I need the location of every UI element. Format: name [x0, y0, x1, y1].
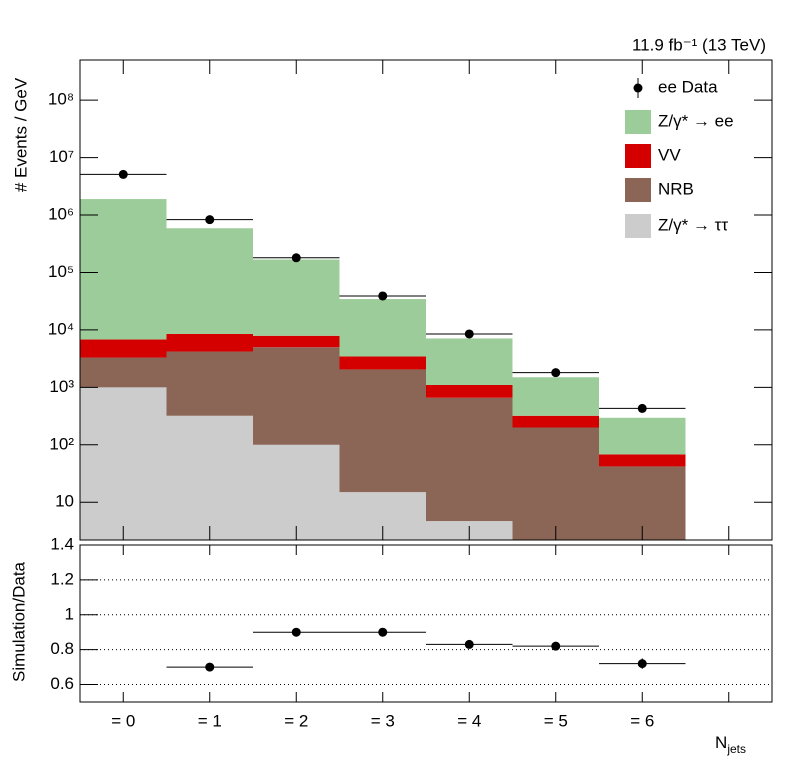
x-tick-label: = 1 [198, 711, 222, 730]
bar-segment [166, 228, 253, 334]
ratio-point [637, 659, 647, 669]
x-tick-label: = 4 [457, 711, 481, 730]
bar-segment [80, 387, 167, 540]
bar-segment [512, 377, 599, 416]
y-tick-label: 10⁷ [49, 147, 74, 166]
y-tick-label: 10² [49, 434, 74, 453]
ratio-point [378, 627, 388, 637]
x-tick-label: = 3 [371, 711, 395, 730]
bar-segment [253, 347, 340, 445]
bar-segment [512, 415, 599, 428]
x-tick-label: = 0 [111, 711, 135, 730]
y-tick-label: 10⁵ [48, 262, 74, 281]
bar-segment [253, 444, 340, 540]
bar-segment [253, 259, 340, 336]
bar-segment [166, 351, 253, 416]
ratio-point [551, 641, 561, 651]
x-label-main: N [715, 733, 727, 752]
data-point [118, 169, 128, 179]
legend-swatch [625, 144, 651, 168]
bar-segment [80, 339, 167, 358]
ratio-y-tick-label: 1.4 [50, 534, 74, 553]
ratio-y-label: Simulation/Data [9, 561, 28, 682]
ratio-point [205, 662, 215, 672]
legend-swatch [625, 214, 651, 238]
bar-segment [512, 427, 599, 540]
bar-segment [339, 299, 426, 357]
legend-label: Z/γ* → ττ [658, 215, 728, 234]
data-point [291, 253, 301, 263]
data-point [378, 291, 388, 301]
ratio-frame [79, 544, 773, 703]
data-point [637, 403, 647, 413]
x-tick-label: = 2 [284, 711, 308, 730]
bar-segment [339, 369, 426, 493]
bar-segment [166, 333, 253, 352]
data-point [551, 368, 561, 378]
ratio-y-tick-label: 1.2 [50, 569, 74, 588]
main-frame [79, 59, 773, 541]
legend-label: NRB [658, 179, 694, 198]
data-point [205, 215, 215, 225]
bar-segment [253, 335, 340, 348]
legend-label: ee Data [658, 77, 718, 96]
y-tick-label: 10³ [49, 377, 74, 396]
bar-segment [426, 397, 513, 522]
x-tick-label: = 6 [630, 711, 654, 730]
bar-segment [426, 384, 513, 398]
legend-swatch [625, 110, 651, 134]
y-tick-label: 10⁴ [48, 319, 74, 338]
legend-label: Z/γ* → ee [658, 111, 734, 130]
bar-segment [599, 454, 686, 467]
data-point [464, 329, 474, 339]
bar-segment [80, 199, 167, 340]
ratio-point [291, 627, 301, 637]
ratio-y-tick-label: 0.6 [50, 674, 74, 693]
annotation: 11.9 fb⁻¹ (13 TeV) [632, 35, 766, 54]
bar-segment [426, 338, 513, 385]
bar-segment [80, 357, 167, 388]
legend-swatch [625, 178, 651, 202]
x-tick-label: = 5 [544, 711, 568, 730]
bar-segment [166, 415, 253, 540]
bar-segment [599, 417, 686, 455]
y-label: # Events / GeV [11, 77, 30, 192]
ratio-y-tick-label: 1 [65, 604, 74, 623]
ratio-y-tick-label: 0.8 [50, 639, 74, 658]
y-tick-label: 10⁸ [48, 90, 74, 109]
y-tick-label: 10 [55, 492, 74, 511]
y-tick-label: 10⁶ [48, 205, 74, 224]
x-label: Njets [715, 733, 746, 756]
ratio-point [464, 639, 474, 649]
x-label-sub: jets [726, 742, 746, 756]
legend-label: VV [658, 145, 681, 164]
bar-segment [339, 356, 426, 370]
legend-marker [633, 83, 643, 93]
